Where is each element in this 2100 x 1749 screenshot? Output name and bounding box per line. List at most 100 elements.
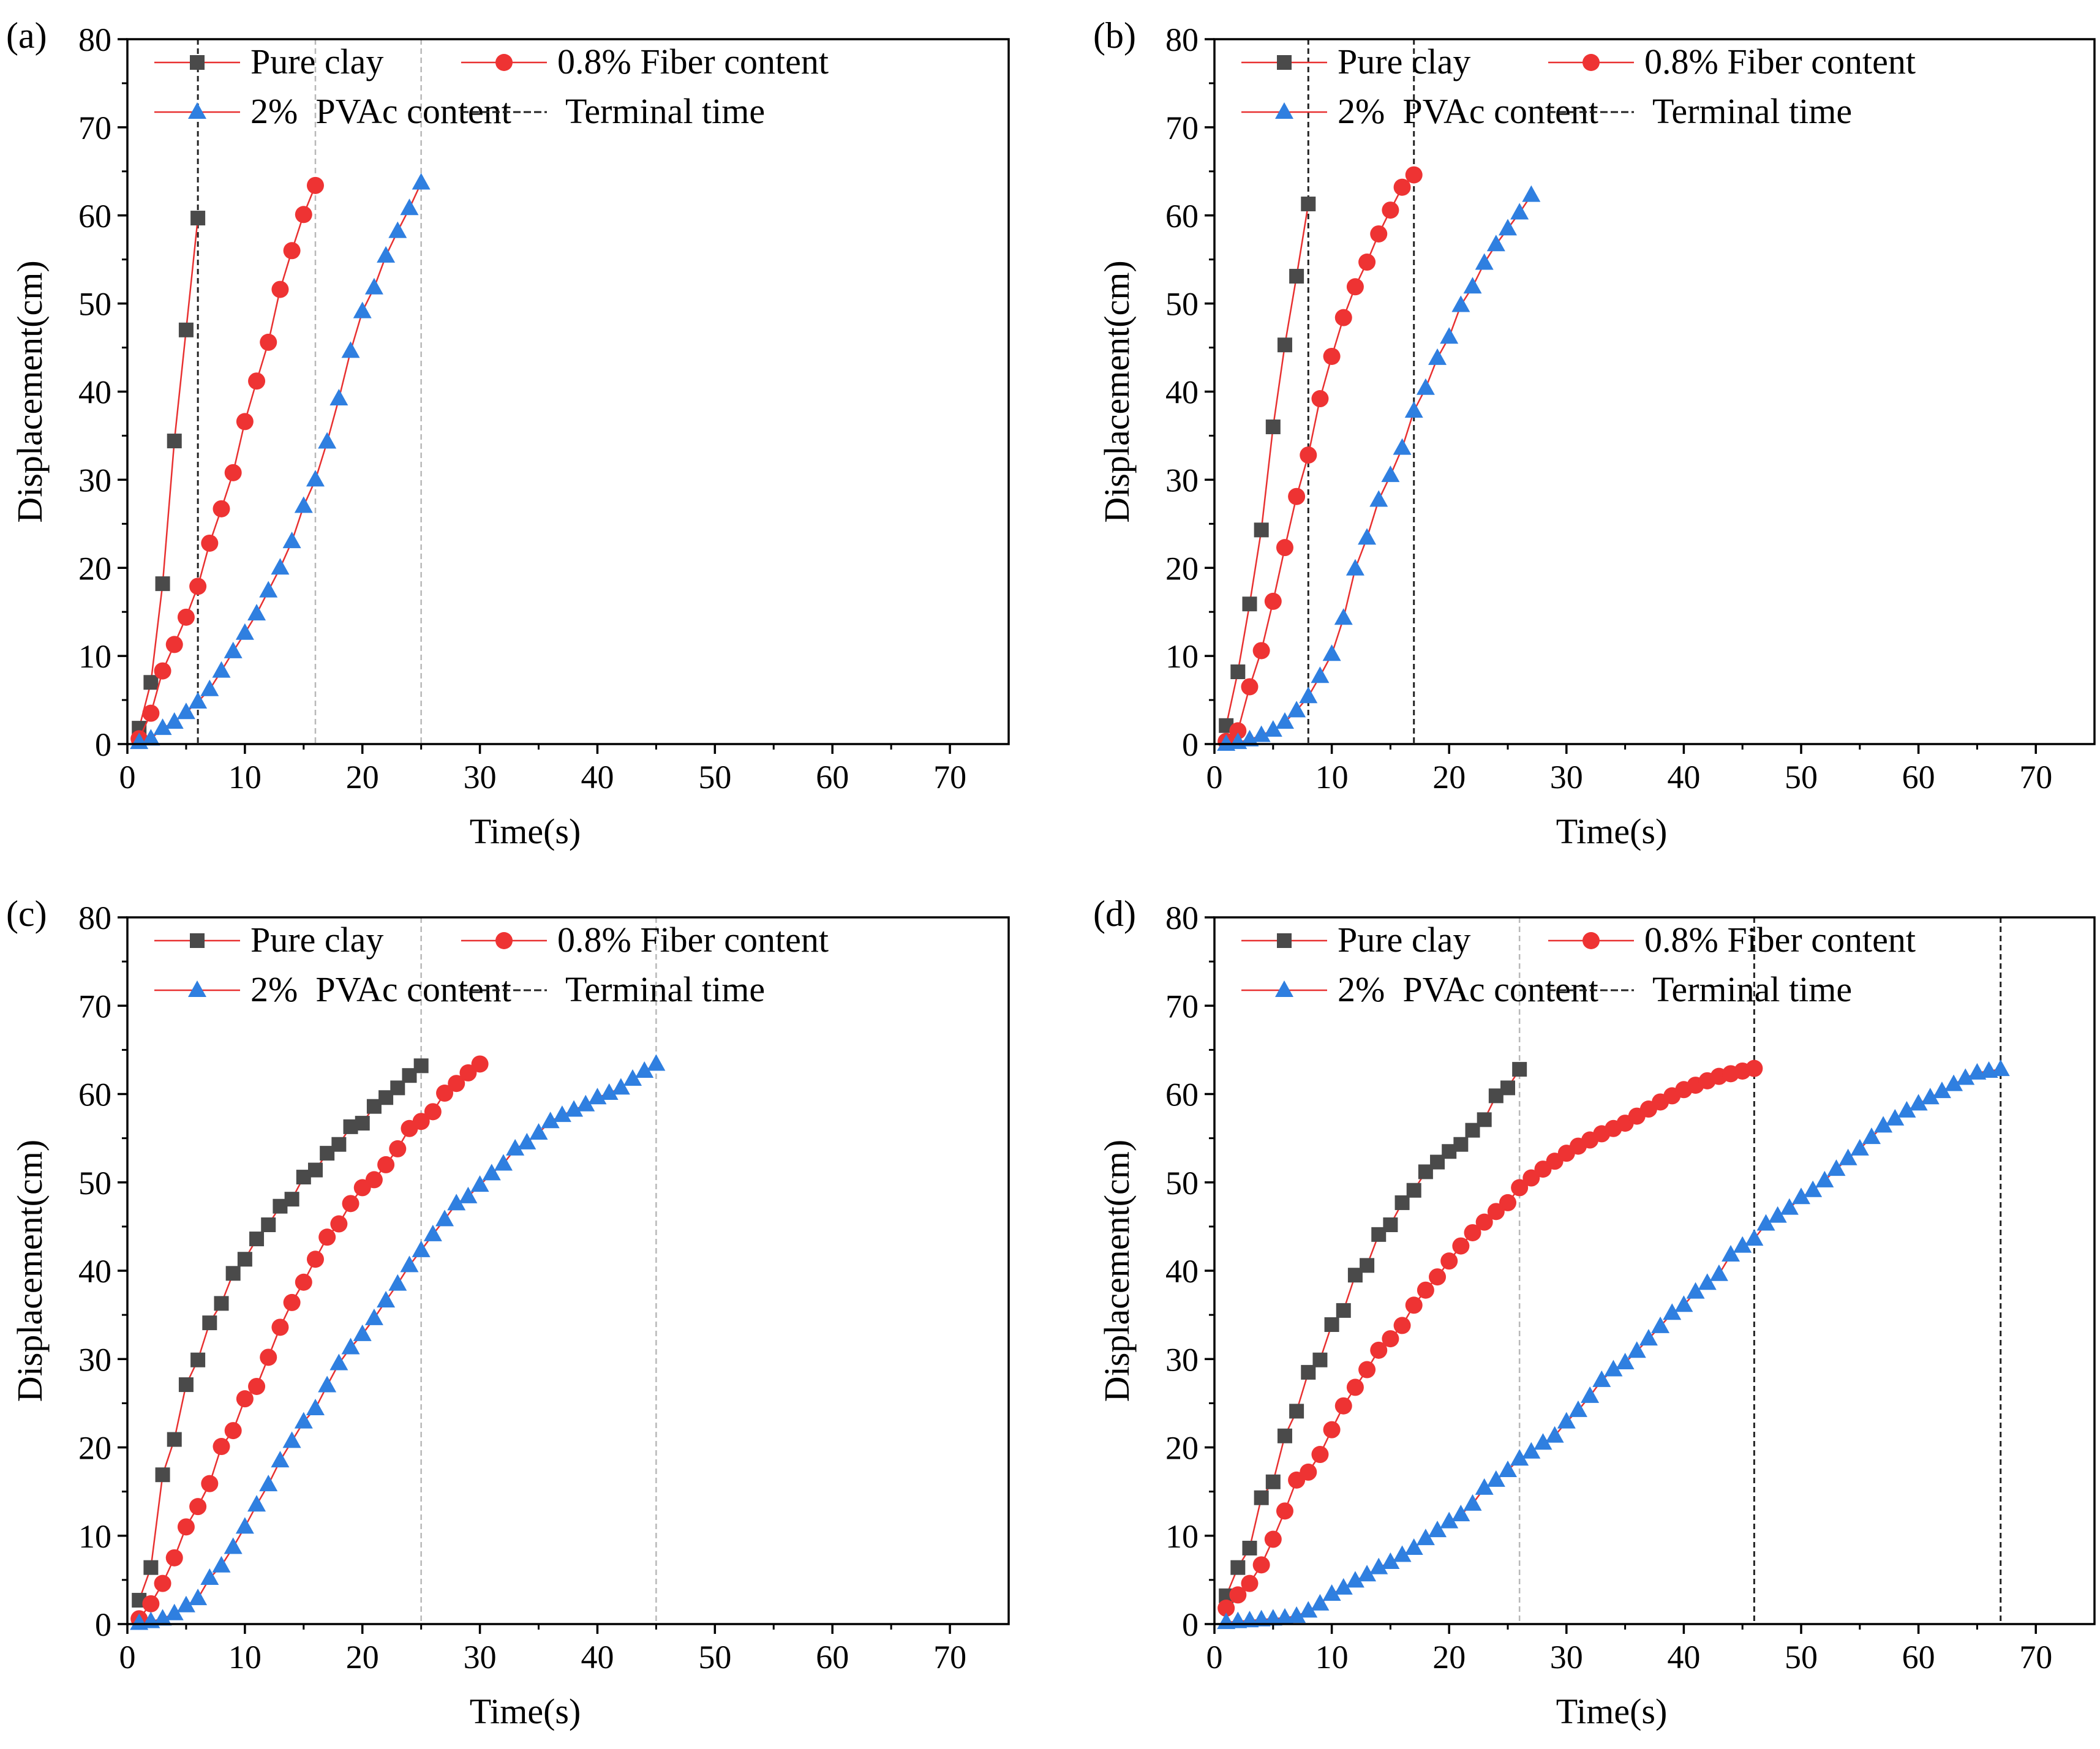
data-point-pvac	[165, 1603, 184, 1620]
data-point-pure-clay	[143, 1560, 159, 1575]
data-point-pure-clay	[249, 1232, 265, 1247]
x-tick-label: 40	[581, 759, 614, 796]
x-tick-label: 0	[119, 1639, 136, 1676]
data-point-pure-clay	[355, 1116, 370, 1131]
data-point-pvac	[1838, 1148, 1857, 1165]
data-point-fiber	[1417, 1281, 1434, 1299]
data-point-fiber	[142, 704, 160, 722]
data-point-pvac	[1568, 1400, 1587, 1417]
data-point-fiber	[424, 1103, 442, 1121]
data-point-pvac	[1874, 1116, 1893, 1133]
data-point-pvac	[635, 1061, 654, 1078]
data-point-pvac	[353, 1324, 372, 1341]
legend-label-pure-clay: Pure clay	[1338, 42, 1470, 81]
data-point-fiber	[389, 1140, 407, 1157]
data-point-pvac	[1486, 1470, 1505, 1487]
data-point-pure-clay	[190, 1352, 206, 1367]
data-point-pure-clay	[155, 1467, 170, 1483]
x-tick-label: 30	[1550, 1639, 1583, 1676]
legend-marker-pvac	[1275, 102, 1293, 119]
data-point-pure-clay	[225, 1266, 241, 1281]
data-point-fiber	[342, 1195, 359, 1213]
data-point-pure-clay	[331, 1137, 347, 1152]
data-point-pvac	[1393, 1545, 1412, 1562]
y-tick-label: 10	[78, 1518, 111, 1555]
data-point-pvac	[1780, 1198, 1799, 1215]
data-point-pvac	[1416, 1529, 1435, 1546]
data-point-pvac	[294, 496, 313, 513]
x-tick-label: 10	[228, 1639, 262, 1676]
chart-panel-d: 0 10 20 30 40 50 60 70 0 10 20 30 40 50 60 70 80 Time(s) D…	[1093, 893, 2096, 1731]
data-point-pvac	[282, 1431, 301, 1448]
data-point-fiber	[1323, 347, 1341, 365]
y-tick-label: 60	[78, 198, 111, 235]
x-tick-label: 20	[1432, 759, 1466, 796]
data-point-pure-clay	[1265, 1474, 1281, 1489]
data-point-pvac	[1956, 1068, 1975, 1085]
data-point-pvac	[200, 1568, 219, 1585]
data-point-pvac	[1404, 1538, 1423, 1555]
fit-line-pvac	[1226, 1068, 2001, 1623]
x-tick-label: 60	[1902, 1639, 1935, 1676]
data-point-pvac	[565, 1100, 584, 1117]
legend-marker-pure-clay	[1277, 933, 1292, 948]
data-point-pvac	[1345, 1571, 1364, 1588]
data-point-pvac	[1263, 720, 1282, 737]
data-point-pvac	[1275, 712, 1294, 729]
y-tick-label: 30	[1165, 462, 1199, 498]
data-point-pvac	[1440, 327, 1459, 344]
data-point-pure-clay	[1394, 1195, 1410, 1210]
plot-frame	[126, 916, 1010, 1625]
data-point-fiber	[1334, 309, 1352, 326]
data-point-fiber	[318, 1228, 336, 1246]
data-point-fiber	[1429, 1268, 1447, 1286]
data-point-pvac	[623, 1069, 642, 1086]
data-point-pvac	[435, 1209, 454, 1227]
x-tick-label: 40	[581, 1639, 614, 1676]
legend-label-fiber: 0.8% Fiber content	[557, 920, 829, 960]
data-point-fiber	[1405, 1296, 1423, 1314]
data-point-pvac	[141, 729, 160, 746]
data-point-pvac	[1557, 1412, 1576, 1429]
legend-marker-fiber	[1583, 54, 1600, 71]
x-tick-label: 40	[1667, 759, 1700, 796]
data-point-pvac	[1428, 1521, 1447, 1538]
data-point-pvac	[176, 1595, 195, 1612]
data-point-pure-clay	[1312, 1352, 1328, 1367]
data-point-pvac	[388, 1274, 407, 1291]
data-point-pure-clay	[390, 1080, 405, 1096]
y-tick-label: 10	[1165, 1518, 1199, 1555]
data-point-pvac	[1322, 1584, 1341, 1601]
data-point-pure-clay	[1512, 1062, 1527, 1077]
data-point-pvac	[1698, 1273, 1717, 1290]
data-point-fiber	[448, 1075, 465, 1093]
x-tick-label: 70	[933, 759, 966, 796]
data-point-fiber	[177, 1518, 195, 1536]
data-point-pvac	[1463, 1494, 1482, 1511]
fit-line-pvac	[1226, 195, 1532, 745]
data-point-fiber	[201, 1475, 219, 1492]
data-point-pvac	[247, 1495, 266, 1512]
data-point-pvac	[1499, 1461, 1517, 1478]
data-point-pvac	[1545, 1426, 1564, 1443]
data-point-pvac	[1768, 1206, 1787, 1223]
data-point-pure-clay	[284, 1192, 299, 1207]
legend-label-fiber: 0.8% Fiber content	[1644, 42, 1916, 81]
y-tick-label: 40	[78, 1253, 111, 1290]
data-point-pure-clay	[1242, 596, 1257, 612]
data-point-fiber	[283, 242, 301, 260]
data-point-pvac	[212, 661, 231, 678]
data-point-pvac	[1510, 203, 1529, 220]
y-tick-label: 30	[78, 462, 111, 498]
data-point-fiber	[271, 1318, 289, 1336]
y-tick-label: 60	[78, 1077, 111, 1113]
data-point-pure-clay	[1301, 197, 1316, 212]
legend-marker-fiber	[1583, 932, 1600, 949]
x-tick-label: 30	[1550, 759, 1583, 796]
data-point-pvac	[482, 1164, 501, 1181]
y-tick-label: 40	[1165, 1253, 1199, 1290]
x-tick-label: 50	[698, 759, 731, 796]
data-point-pvac	[1334, 1578, 1353, 1595]
data-point-pvac	[306, 1399, 325, 1416]
